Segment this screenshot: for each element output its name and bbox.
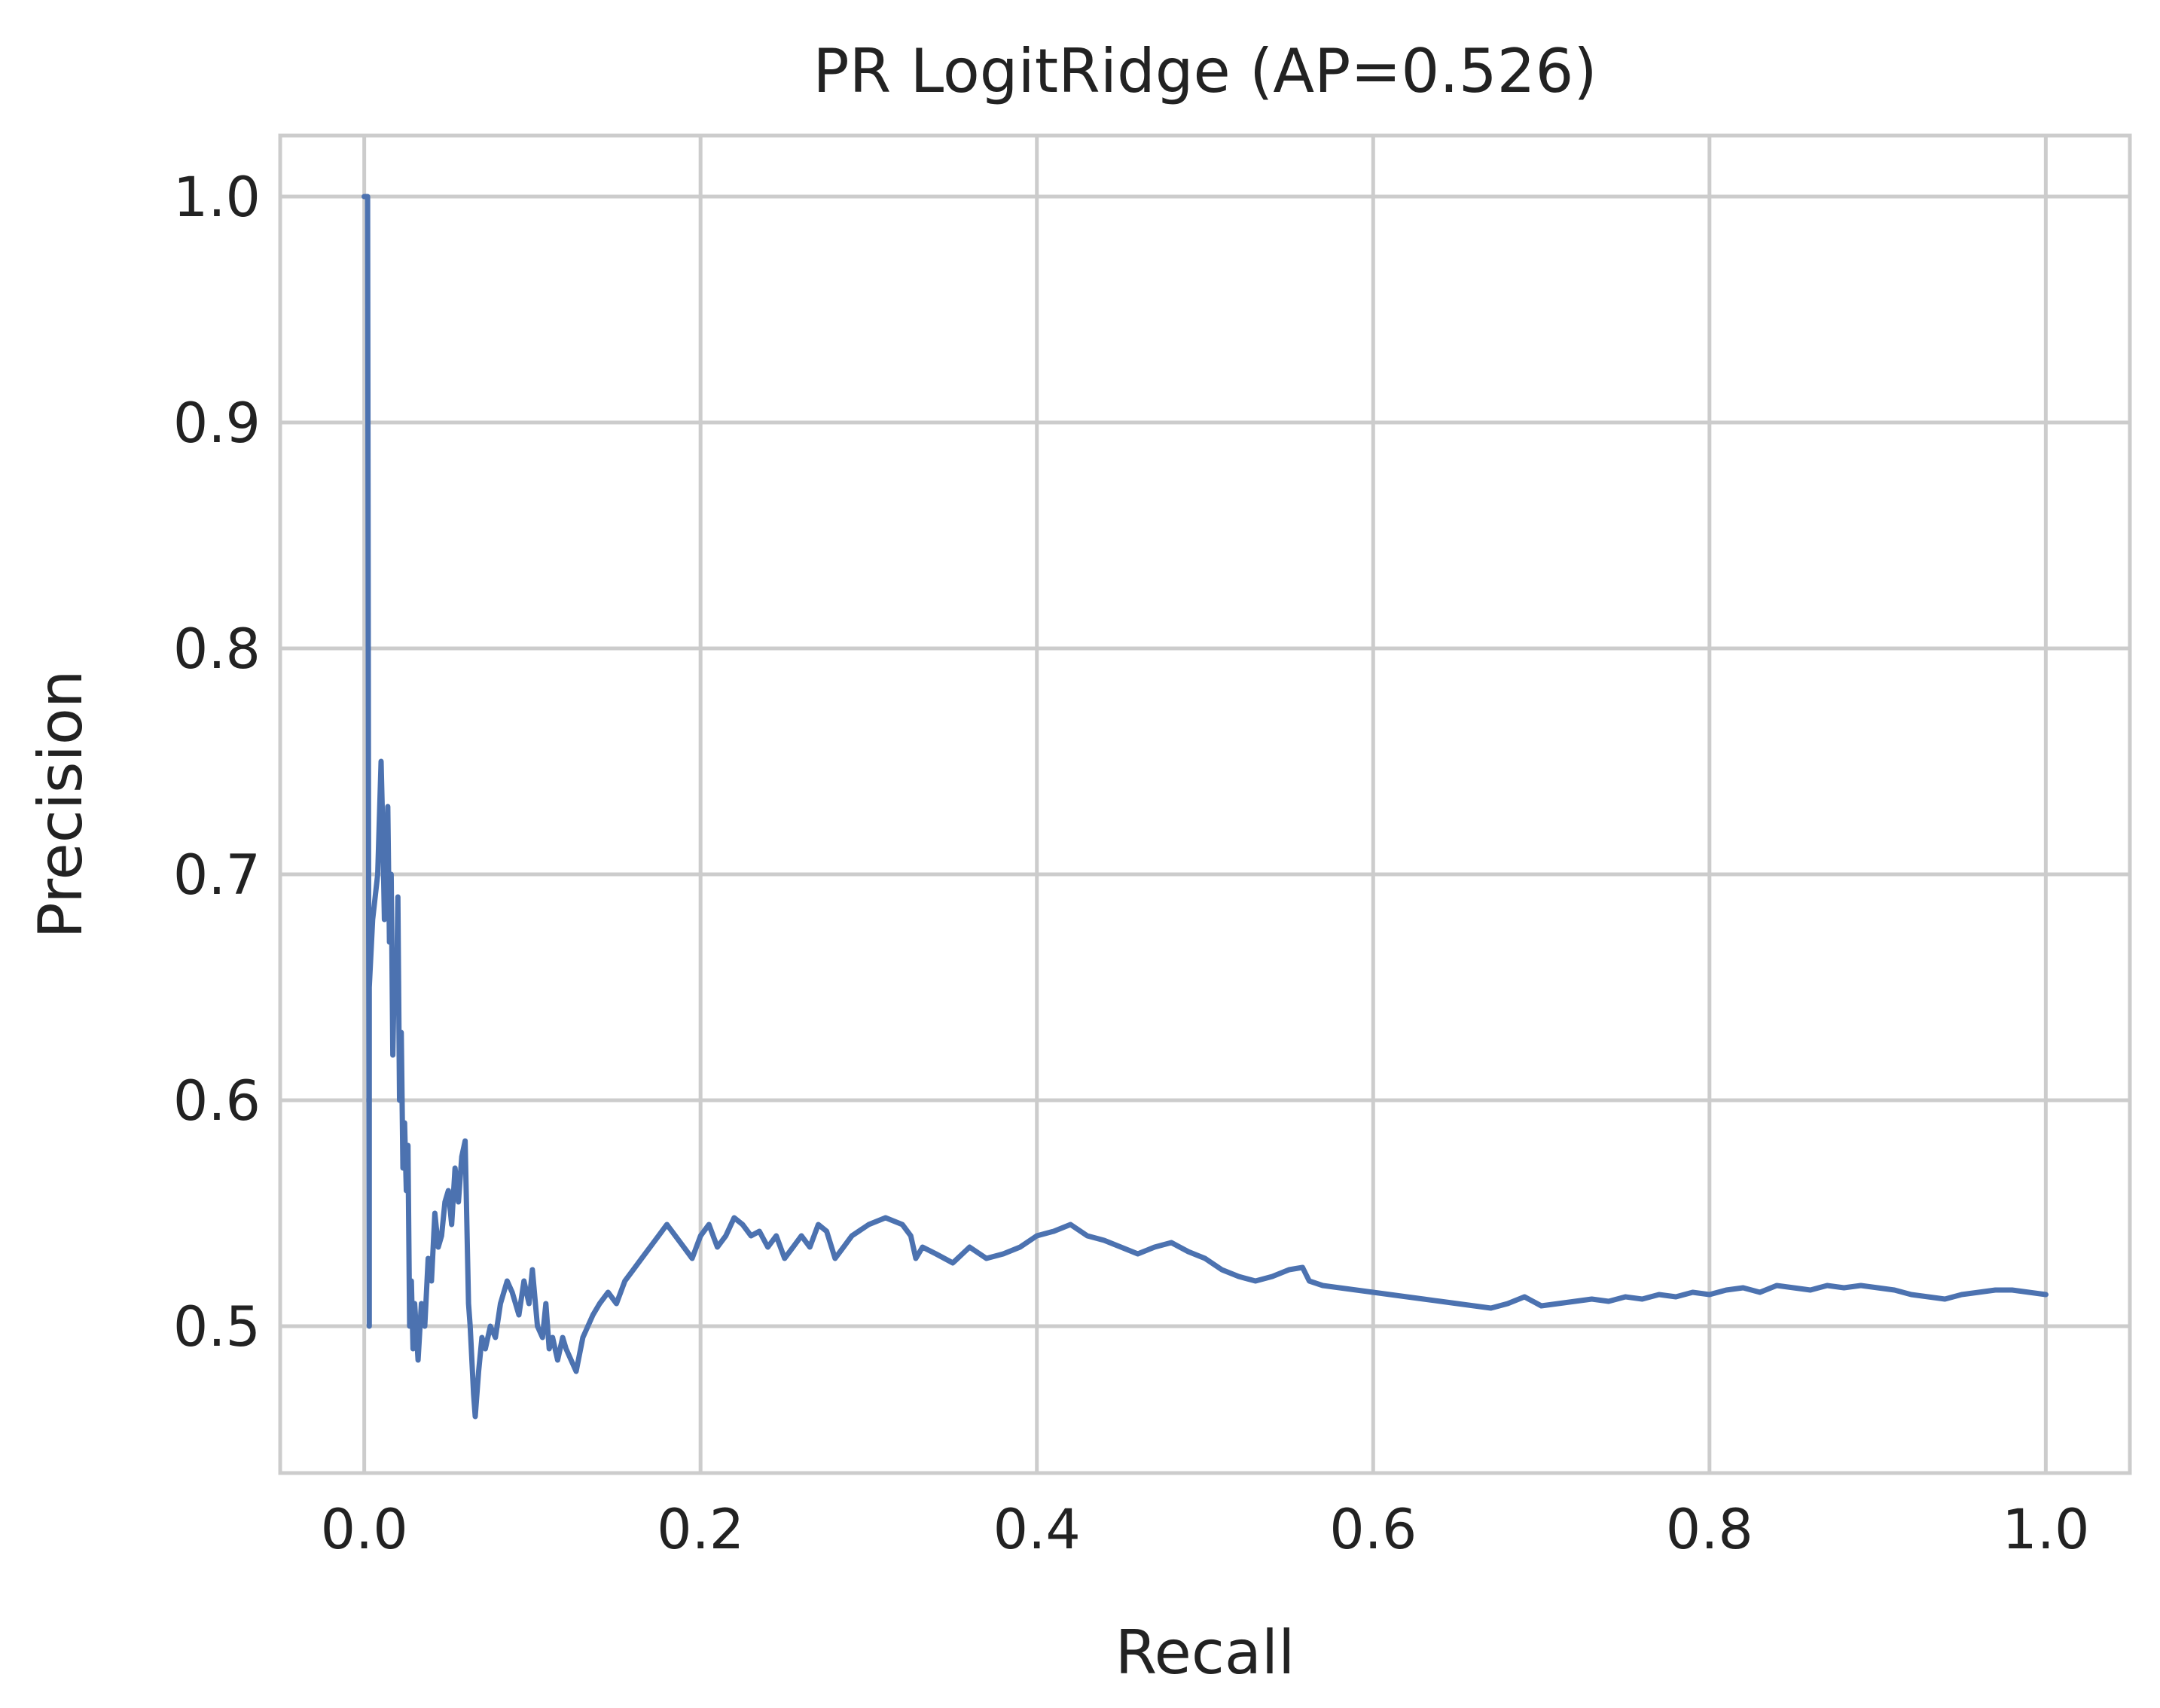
x-tick-label: 0.2 <box>657 1498 744 1562</box>
plot-frame <box>278 133 2132 1475</box>
y-axis-label: Precision <box>26 670 96 939</box>
y-tick-label: 0.6 <box>173 1069 261 1133</box>
y-tick-label: 0.9 <box>173 392 261 456</box>
x-tick-label: 0.4 <box>993 1498 1081 1562</box>
y-tick-labels: 0.5 0.6 0.7 0.8 0.9 1.0 <box>173 166 261 1359</box>
x-tick-labels: 0.0 0.2 0.4 0.6 0.8 1.0 <box>321 1498 2090 1562</box>
x-tick-label: 0.0 <box>321 1498 408 1562</box>
series-layer <box>362 194 2049 1420</box>
x-tick-label: 0.8 <box>1666 1498 1753 1562</box>
chart-title: PR LogitRidge (AP=0.526) <box>813 36 1597 106</box>
grid-layer <box>280 136 2130 1473</box>
x-tick-label: 0.6 <box>1329 1498 1417 1562</box>
y-tick-label: 1.0 <box>173 166 261 230</box>
x-axis-label: Recall <box>1115 1618 1295 1688</box>
y-tick-label: 0.7 <box>173 843 261 907</box>
x-tick-label: 1.0 <box>2002 1498 2089 1562</box>
pr-curve-line <box>362 194 2049 1420</box>
y-tick-label: 0.8 <box>173 618 261 682</box>
y-tick-label: 0.5 <box>173 1295 261 1359</box>
